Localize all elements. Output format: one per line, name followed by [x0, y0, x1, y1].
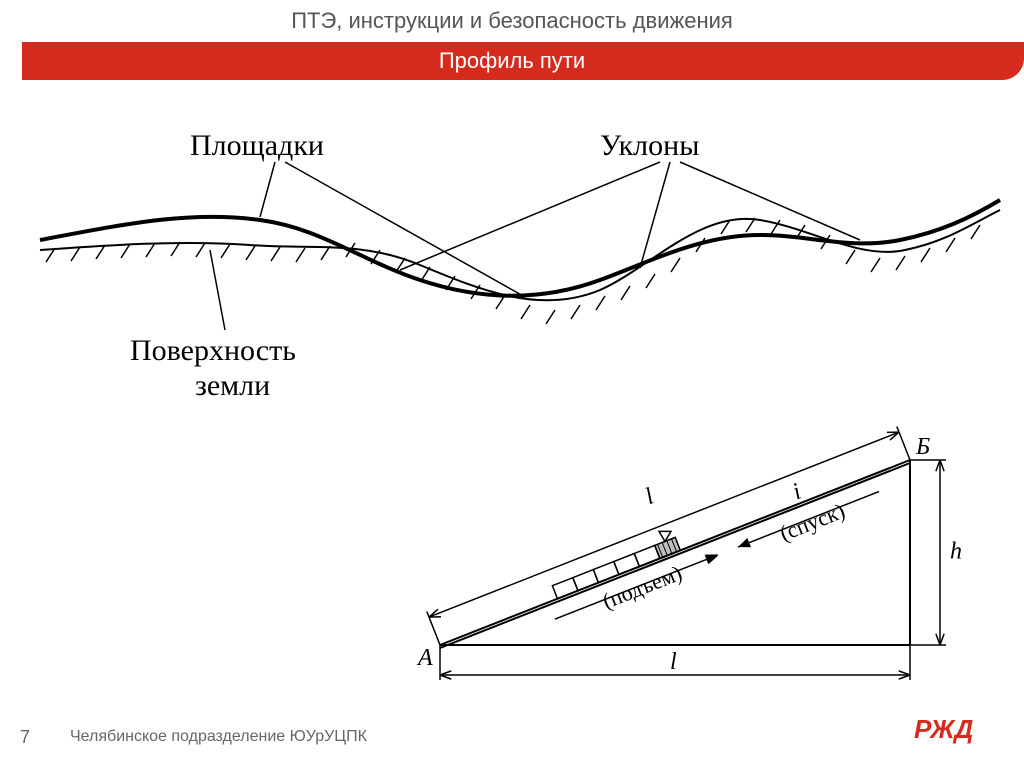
svg-text:i: i — [789, 479, 805, 506]
svg-text:l: l — [642, 483, 658, 510]
svg-text:h: h — [950, 539, 962, 565]
subtitle-band: Профиль пути — [0, 42, 1024, 80]
page-header: ПТЭ, инструкции и безопасность движения — [291, 8, 733, 34]
svg-text:Б: Б — [915, 434, 930, 460]
svg-text:РЖД: РЖД — [914, 714, 973, 744]
svg-text:Уклоны: Уклоны — [600, 129, 699, 162]
page-number: 7 — [0, 727, 50, 748]
svg-text:Площадки: Площадки — [190, 129, 324, 162]
footer: 7 Челябинское подразделение ЮУрУЦПК РЖД — [0, 707, 1024, 767]
svg-text:Поверхность: Поверхность — [130, 334, 296, 367]
track-profile-diagram: ПлощадкиУклоныПоверхностьземлиAБllhi(под… — [0, 90, 1024, 680]
page-subtitle: Профиль пути — [439, 48, 585, 74]
svg-text:l: l — [670, 649, 677, 675]
svg-text:A: A — [416, 645, 433, 671]
rzd-logo-icon: РЖД — [914, 714, 994, 749]
svg-text:(спуск): (спуск) — [776, 498, 848, 546]
svg-text:земли: земли — [195, 369, 270, 402]
footer-org: Челябинское подразделение ЮУрУЦПК — [70, 728, 367, 746]
